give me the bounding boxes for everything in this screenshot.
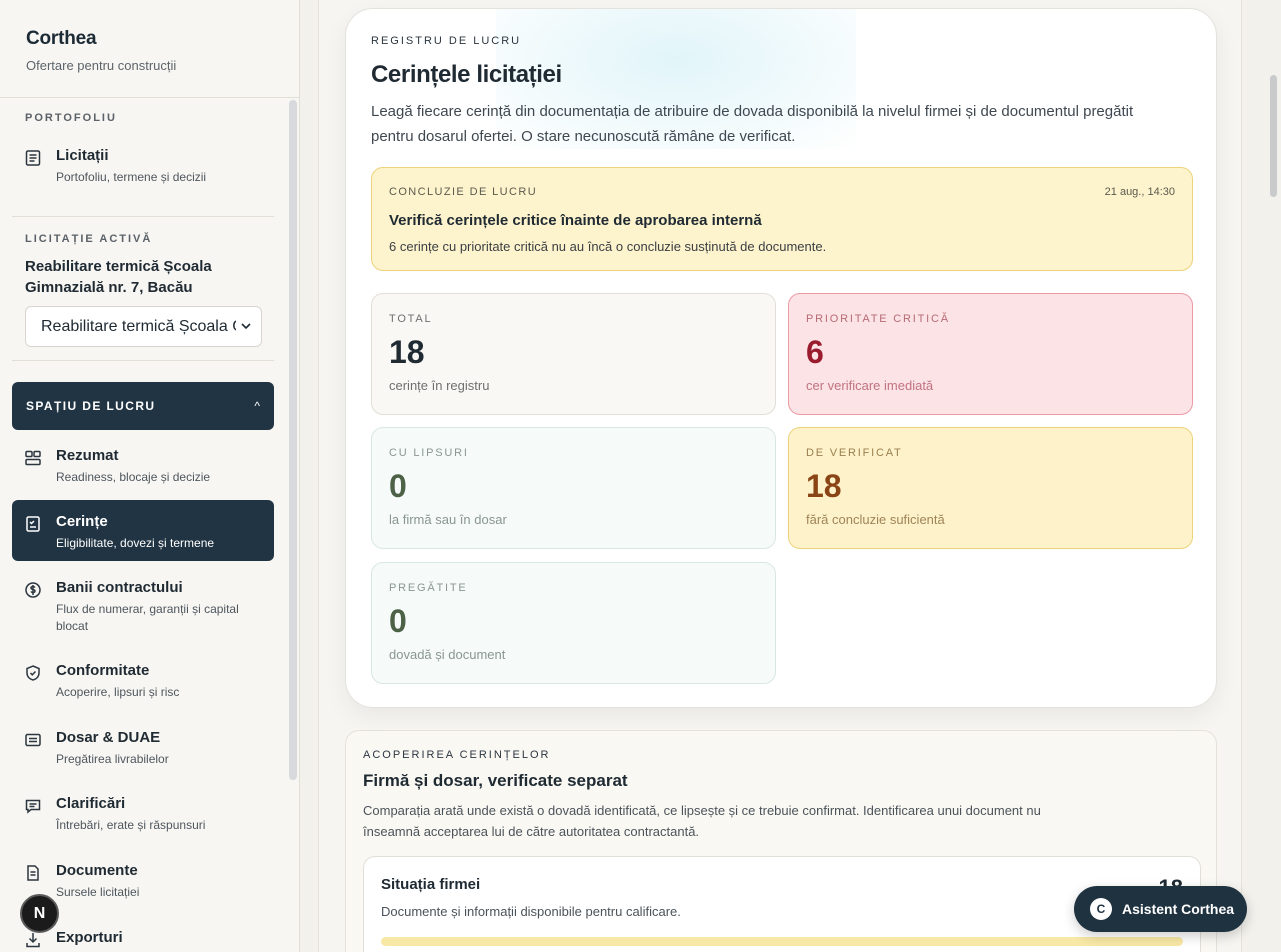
work-conclusion: CONCLUZIE DE LUCRU 21 aug., 14:30 Verifi…	[371, 167, 1193, 271]
nav-subtitle: Întrebări, erate și răspunsuri	[56, 818, 206, 832]
stat-total[interactable]: TOTAL 18 cerințe în registru	[371, 293, 776, 415]
nav-subtitle: Readiness, blocaje și decizie	[56, 470, 211, 484]
stat-label: PREGĂTITE	[389, 582, 468, 594]
dollar-icon	[25, 582, 41, 598]
tender-select[interactable]: Reabilitare termică Școala Gimnazială nr…	[25, 306, 262, 347]
brand: Corthea Ofertare pentru construcții	[0, 0, 299, 98]
nav-title: Clarificări	[56, 795, 126, 812]
checklist-icon	[26, 516, 40, 532]
nav-subtitle: Acoperire, lipsuri și risc	[56, 685, 180, 699]
stat-ready[interactable]: PREGĂTITE 0 dovadă și document	[371, 562, 776, 684]
nav-title: Conformitate	[56, 662, 150, 679]
firm-title: Situația firmei	[381, 876, 481, 893]
main-scrollbar[interactable]	[1270, 75, 1277, 197]
workspace-toggle[interactable]: SPAȚIU DE LUCRU ^	[12, 382, 274, 430]
chevron-up-icon: ^	[254, 399, 260, 413]
divider	[12, 216, 274, 217]
folder-icon	[25, 733, 41, 747]
nav-title: Licitații	[56, 147, 109, 164]
brand-name: Corthea	[26, 28, 97, 49]
page-intro: Leagă fiecare cerință din documentația d…	[371, 103, 1134, 145]
sidebar-item-cerinte[interactable]: Cerințe Eligibilitate, dovezi și termene	[12, 500, 274, 561]
firm-description: Documente și informații disponibile pent…	[381, 904, 681, 919]
sidebar-item-dosar-duae[interactable]: Dosar & DUAE Pregătirea livrabilelor	[12, 729, 274, 768]
stat-label: DE VERIFICAT	[806, 447, 903, 459]
sidebar-item-licitatii[interactable]: Licitații Portofoliu, termene și decizii	[12, 147, 274, 186]
sidebar-item-rezumat[interactable]: Rezumat Readiness, blocaje și decizie	[12, 447, 274, 486]
firm-status-box: Situația firmei Documente și informații …	[363, 856, 1201, 952]
sidebar-item-exporturi[interactable]: Exporturi	[12, 929, 274, 949]
sidebar-item-documente[interactable]: Documente Sursele licitației	[12, 862, 274, 901]
nav-title: Dosar & DUAE	[56, 729, 161, 746]
active-tender-label: LICITAȚIE ACTIVĂ	[25, 233, 153, 245]
decorative-glow	[496, 9, 856, 149]
assistant-button[interactable]: C Asistent Corthea	[1074, 886, 1247, 932]
stat-subtitle: fără concluzie suficientă	[806, 512, 945, 527]
assistant-logo-icon: C	[1090, 898, 1112, 920]
nav-title: Documente	[56, 862, 138, 879]
coverage-title: Firmă și dosar, verificate separat	[363, 771, 628, 790]
dev-badge[interactable]: N	[20, 894, 59, 933]
chevron-down-icon	[241, 323, 251, 330]
stat-subtitle: cer verificare imediată	[806, 378, 934, 393]
download-icon	[26, 933, 40, 948]
nav-subtitle: Flux de numerar, garanții și capital blo…	[56, 602, 239, 633]
page-title: Cerințele licitației	[371, 61, 562, 88]
portfolio-label: PORTOFOLIU	[25, 112, 117, 124]
nav-title: Rezumat	[56, 447, 119, 464]
brand-subtitle: Ofertare pentru construcții	[26, 58, 177, 73]
divider	[12, 360, 274, 361]
workspace-label: SPAȚIU DE LUCRU	[26, 399, 156, 413]
stat-to-verify[interactable]: DE VERIFICAT 18 fără concluzie suficient…	[788, 427, 1193, 549]
stat-subtitle: dovadă și document	[389, 647, 506, 662]
nav-title: Cerințe	[56, 513, 108, 530]
nav-subtitle: Pregătirea livrabilelor	[56, 752, 169, 766]
nav-subtitle: Eligibilitate, dovezi și termene	[56, 536, 215, 550]
sidebar-item-clarificari[interactable]: Clarificări Întrebări, erate și răspunsu…	[12, 795, 274, 834]
conclusion-timestamp: 21 aug., 14:30	[1104, 186, 1175, 198]
stat-label: TOTAL	[389, 313, 433, 325]
conclusion-label: CONCLUZIE DE LUCRU	[389, 186, 538, 198]
conclusion-description: 6 cerințe cu prioritate critică nu au în…	[389, 239, 827, 254]
stat-value: 6	[806, 334, 824, 370]
nav-title: Banii contractului	[56, 579, 183, 596]
chat-icon	[25, 799, 41, 814]
requirements-card: REGISTRU DE LUCRU Cerințele licitației L…	[345, 8, 1217, 708]
list-icon	[25, 150, 41, 166]
stat-value: 18	[389, 334, 425, 370]
document-icon	[27, 865, 39, 881]
sidebar: Corthea Ofertare pentru construcții PORT…	[0, 0, 300, 952]
stat-critical[interactable]: PRIORITATE CRITICĂ 6 cer verificare imed…	[788, 293, 1193, 415]
coverage-eyebrow: ACOPERIREA CERINȚELOR	[363, 749, 551, 761]
stat-subtitle: cerințe în registru	[389, 378, 490, 393]
coverage-card: ACOPERIREA CERINȚELOR Firmă și dosar, ve…	[345, 730, 1217, 952]
sidebar-scroll: PORTOFOLIU Licitații Portofoliu, termene…	[0, 97, 286, 952]
stat-label: CU LIPSURI	[389, 447, 469, 459]
coverage-description: Comparația arată unde există o dovadă id…	[363, 803, 1041, 839]
stat-subtitle: la firmă sau în dosar	[389, 512, 507, 527]
conclusion-title: Verifică cerințele critice înainte de ap…	[389, 212, 762, 229]
nav-subtitle: Portofoliu, termene și decizii	[56, 170, 207, 184]
shield-check-icon	[26, 665, 40, 681]
stat-value: 18	[806, 468, 842, 504]
sidebar-item-banii-contractului[interactable]: Banii contractului Flux de numerar, gara…	[12, 579, 274, 635]
eyebrow: REGISTRU DE LUCRU	[371, 35, 522, 47]
stat-value: 0	[389, 603, 407, 639]
stat-label: PRIORITATE CRITICĂ	[806, 313, 950, 325]
stat-value: 0	[389, 468, 407, 504]
active-tender-name: Reabilitare termică Școala Gimnazială nr…	[25, 258, 212, 296]
nav-title: Exporturi	[56, 929, 123, 946]
tender-select-value: Reabilitare termică Școala Gimnazială nr…	[41, 317, 236, 335]
main-content: REGISTRU DE LUCRU Cerințele licitației L…	[318, 0, 1242, 952]
stat-missing[interactable]: CU LIPSURI 0 la firmă sau în dosar	[371, 427, 776, 549]
sidebar-scrollbar[interactable]	[289, 100, 297, 780]
nav-subtitle: Sursele licitației	[56, 885, 140, 899]
sidebar-item-conformitate[interactable]: Conformitate Acoperire, lipsuri și risc	[12, 662, 274, 701]
firm-progress-bar	[381, 937, 1183, 946]
grid-icon	[25, 450, 41, 466]
assistant-label: Asistent Corthea	[1122, 901, 1235, 917]
